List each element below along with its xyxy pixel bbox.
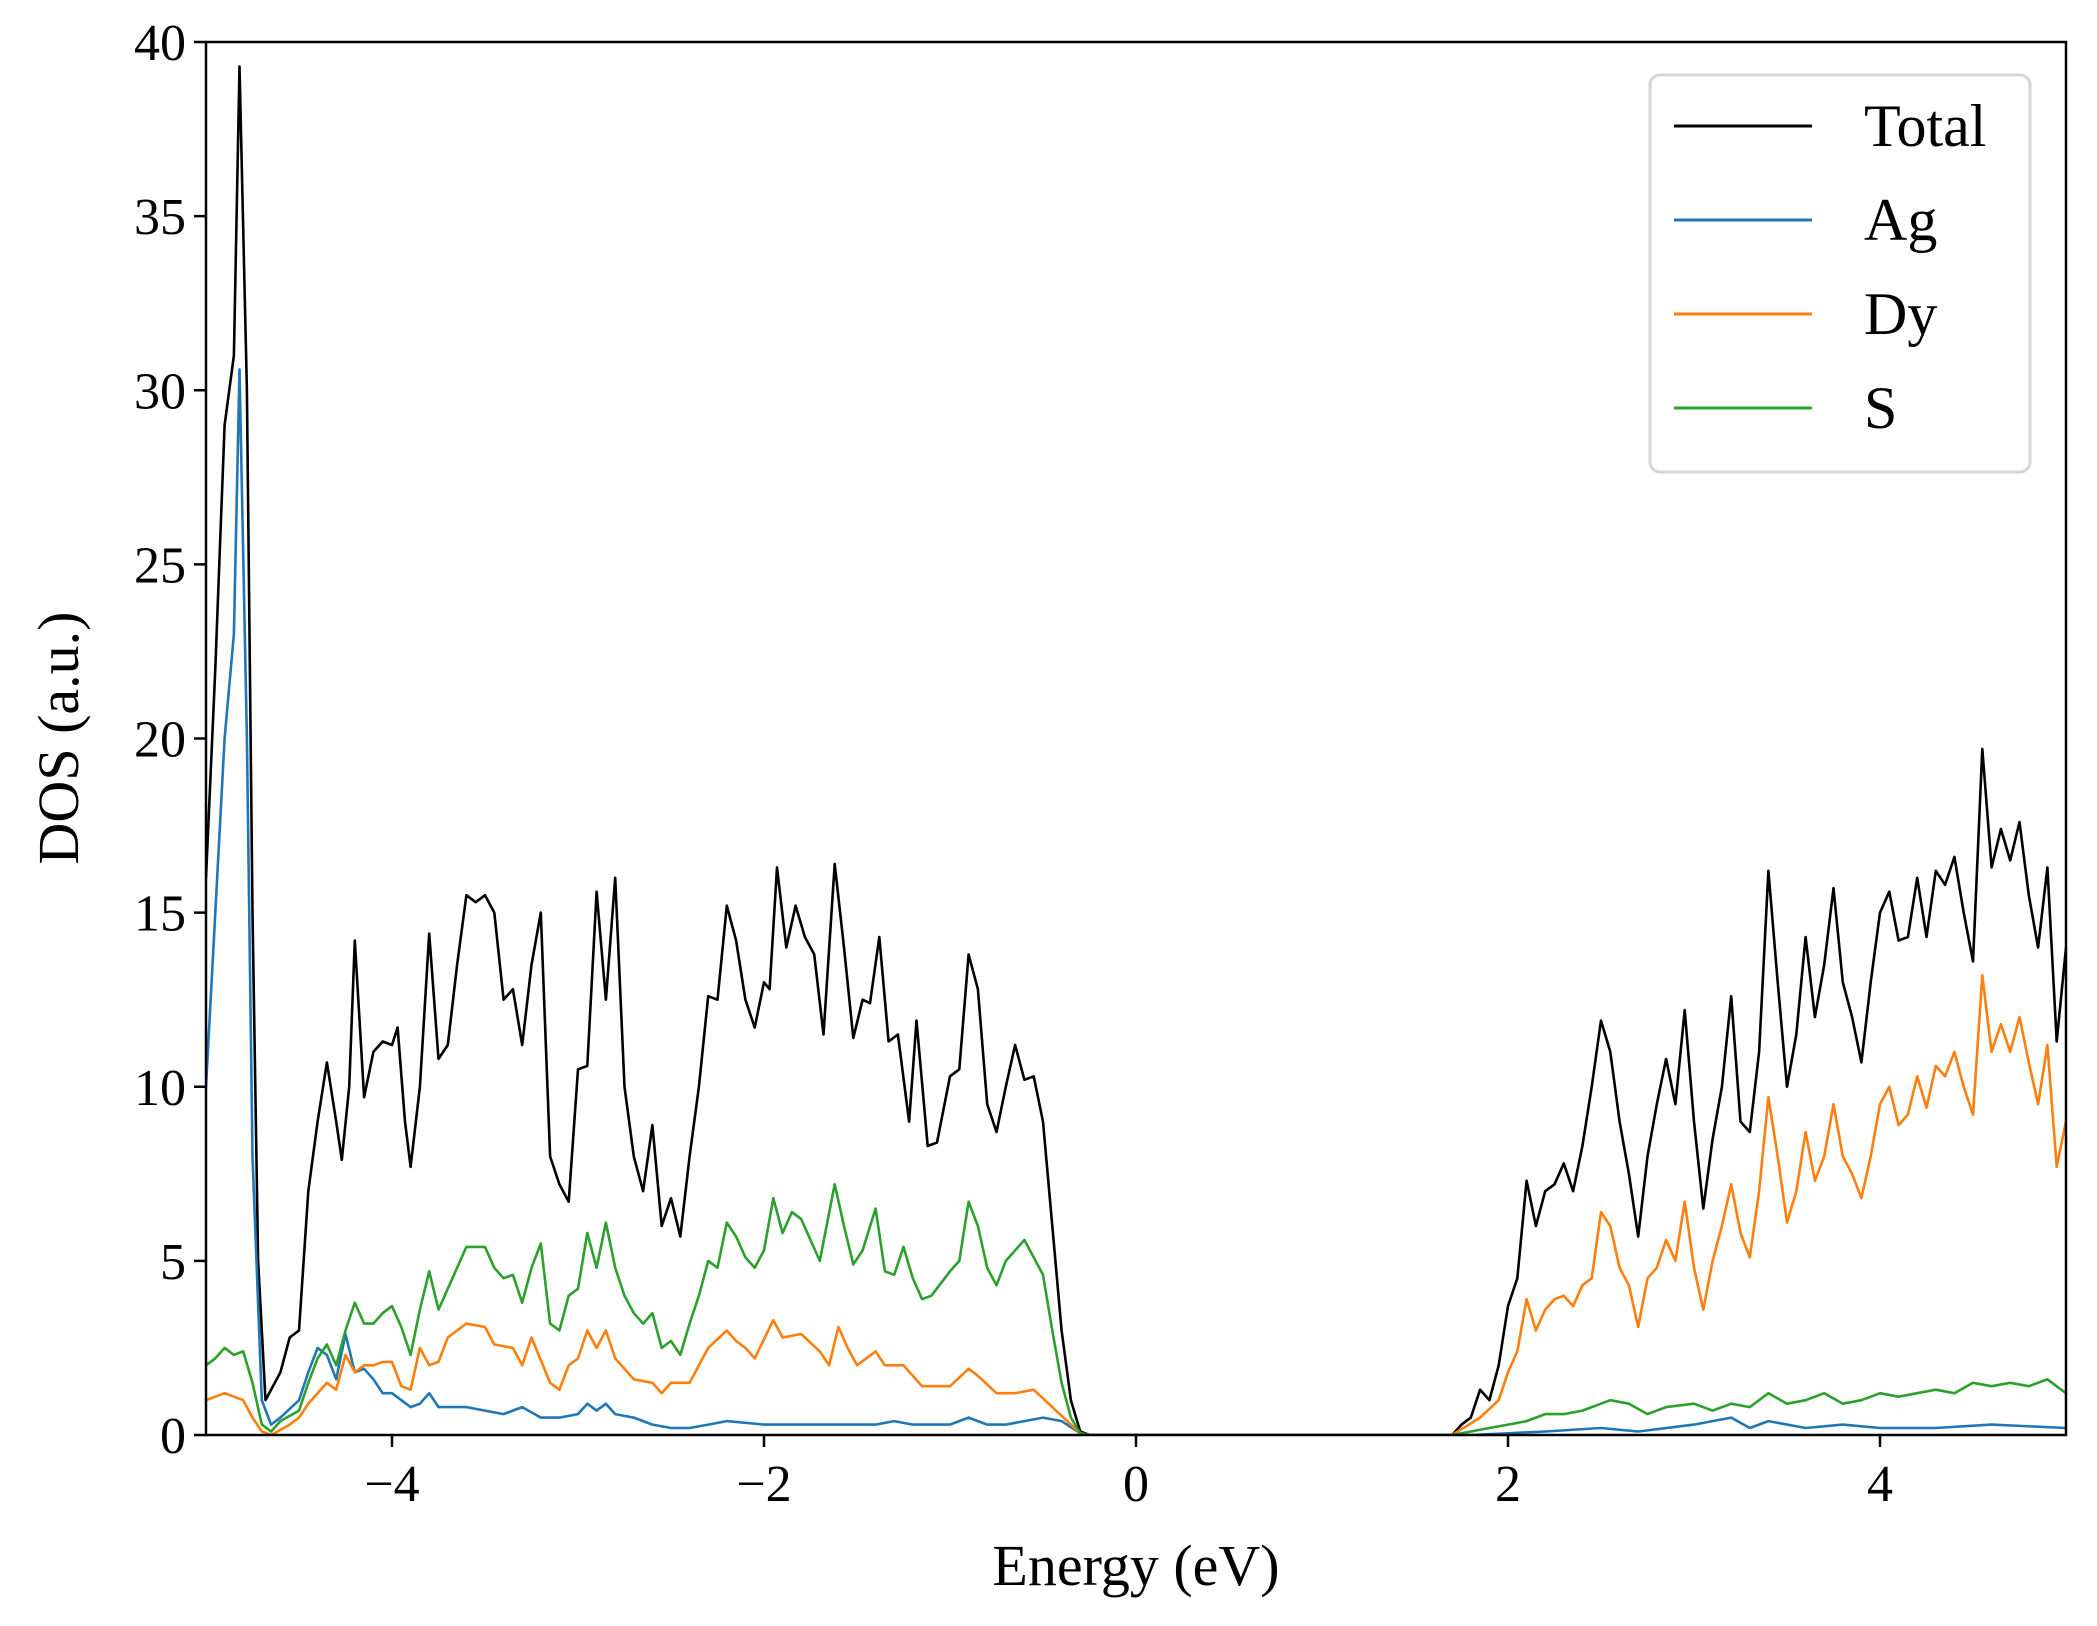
series-line-total: [206, 65, 2066, 1435]
y-tick-label: 40: [134, 15, 186, 72]
series-line-s: [206, 1183, 2066, 1435]
y-tick-label: 0: [160, 1408, 186, 1465]
legend-box: [1648, 73, 2032, 474]
x-tick-label: 4: [1867, 1456, 1893, 1513]
x-tick-label: −2: [736, 1456, 791, 1513]
y-tick-label: 35: [134, 189, 186, 246]
x-tick-label: 2: [1495, 1456, 1521, 1513]
y-tick-label: 5: [160, 1234, 186, 1291]
legend-label-dy: Dy: [1864, 281, 1937, 347]
y-tick-label: 30: [134, 363, 186, 420]
x-tick-label: 0: [1123, 1456, 1149, 1513]
series-line-ag: [206, 368, 2066, 1435]
legend: Total Ag Dy S: [1648, 73, 2032, 474]
y-axis-label: DOS (a.u.): [26, 612, 91, 865]
x-axis-label: Energy (eV): [992, 1533, 1279, 1598]
series-line-dy: [206, 973, 2066, 1435]
legend-label-s: S: [1864, 375, 1897, 441]
y-tick-label: 15: [134, 886, 186, 943]
x-tick-label: −4: [364, 1456, 419, 1513]
y-tick-label: 25: [134, 537, 186, 594]
y-axis: 0 5 10 15 20 25 30 35 40: [134, 15, 206, 1465]
legend-label-ag: Ag: [1864, 187, 1937, 253]
y-tick-label: 20: [134, 712, 186, 769]
x-axis: −4 −2 0 2 4: [364, 1435, 1893, 1513]
series-layer: [206, 65, 2066, 1435]
legend-label-total: Total: [1864, 93, 1986, 159]
y-tick-label: 10: [134, 1060, 186, 1117]
